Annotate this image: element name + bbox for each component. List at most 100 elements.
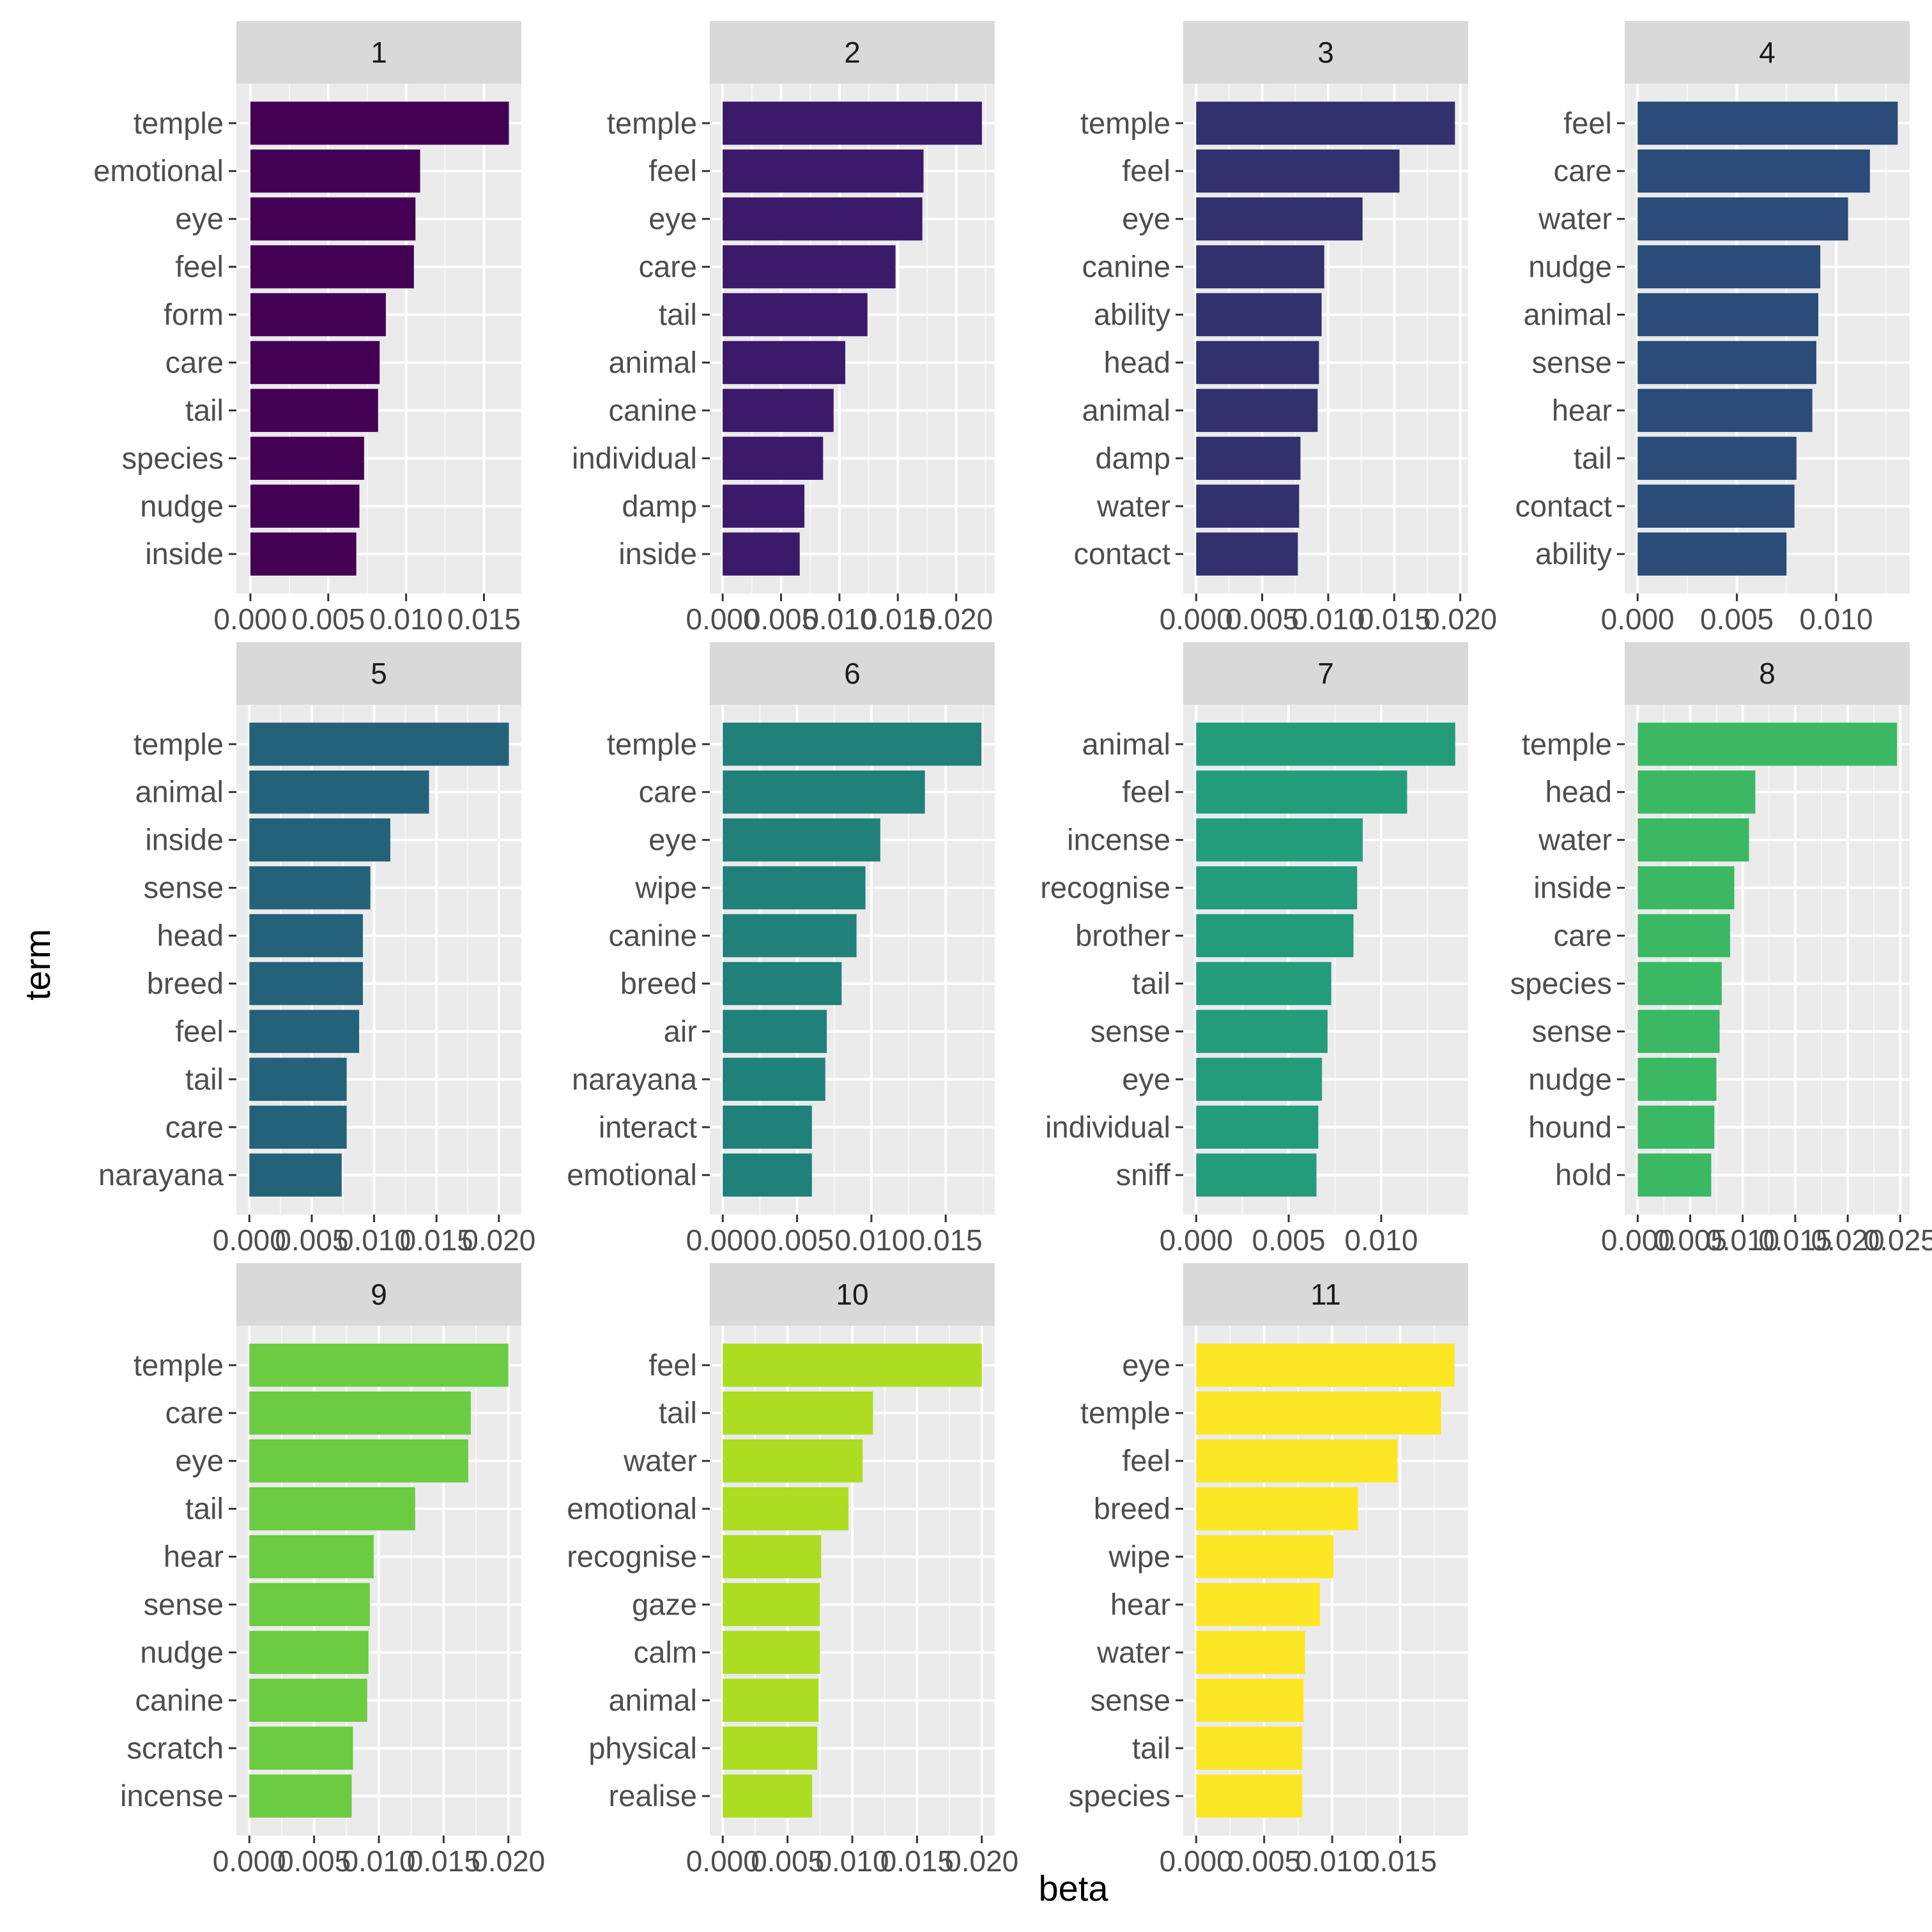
term-label: tail — [185, 1062, 224, 1096]
bar-tail — [250, 388, 378, 433]
facet-strip — [1183, 642, 1468, 705]
x-tick-label: 0.010 — [1799, 602, 1873, 636]
bar-nudge — [1637, 245, 1821, 289]
term-label: scratch — [127, 1731, 224, 1765]
x-tick-label: 0.000 — [1601, 1223, 1675, 1257]
bar-hound — [1637, 1105, 1715, 1149]
facet-panel-7: 7 0.000 0.005 0.010 animal feel incense recogni… — [1040, 642, 1468, 1257]
term-label: narayana — [98, 1158, 224, 1192]
bar-brother — [1196, 914, 1354, 958]
bar-eye — [1196, 197, 1363, 241]
bar-temple — [1196, 102, 1455, 145]
term-label: recognise — [1040, 871, 1170, 905]
term-label: nudge — [1528, 1062, 1612, 1096]
term-label: incense — [1067, 823, 1170, 857]
x-tick-label: 0.015 — [909, 1223, 983, 1257]
term-label: temple — [134, 106, 224, 140]
bar-animal — [249, 770, 429, 814]
x-tick-label: 0.010 — [1706, 1223, 1779, 1257]
term-label: eye — [1122, 202, 1170, 236]
x-tick-label: 0.020 — [919, 602, 993, 636]
bar-care — [249, 1392, 471, 1435]
bar-care — [1637, 150, 1870, 193]
term-label: inside — [145, 537, 224, 571]
term-label: eye — [648, 202, 697, 236]
facet-strip — [710, 1263, 995, 1326]
bar-eye — [723, 197, 923, 241]
bar-temple — [723, 102, 982, 145]
facet-strip — [236, 642, 521, 705]
bar-narayana — [723, 1057, 825, 1101]
x-tick-label: 0.005 — [760, 1223, 834, 1257]
term-label: tail — [659, 1396, 697, 1430]
x-tick-label: 0.000 — [686, 1844, 760, 1878]
x-tick-label: 0.005 — [1252, 1223, 1326, 1257]
term-label: species — [122, 441, 224, 475]
term-label: temple — [1080, 106, 1170, 140]
x-tick-label: 0.025 — [1864, 1223, 1932, 1257]
bar-recognise — [1196, 866, 1358, 910]
bar-emotional — [723, 1487, 848, 1531]
bar-animal — [1637, 293, 1819, 337]
term-label: animal — [1082, 393, 1170, 427]
bar-sense — [1196, 1009, 1328, 1054]
term-label: calm — [634, 1635, 697, 1669]
x-tick-label: 0.020 — [471, 1844, 545, 1878]
term-label: canine — [609, 393, 698, 427]
bar-care — [723, 245, 896, 289]
term-label: water — [1096, 489, 1170, 523]
facet-strip-label: 10 — [836, 1278, 868, 1311]
term-label: care — [1554, 154, 1612, 188]
bar-tail — [249, 1057, 347, 1101]
term-label: nudge — [140, 489, 224, 523]
term-label: animal — [609, 345, 697, 379]
term-label: sense — [1091, 1683, 1170, 1717]
term-label: tail — [659, 298, 697, 332]
bar-care — [1637, 914, 1730, 958]
term-label: canine — [609, 919, 698, 953]
term-label: feel — [1122, 1444, 1170, 1478]
facet-strip — [1183, 1263, 1468, 1326]
bar-nudge — [249, 1630, 369, 1675]
bar-inside — [723, 532, 800, 576]
bar-breed — [1196, 1487, 1358, 1531]
bar-temple — [723, 723, 982, 766]
bar-temple — [249, 723, 509, 766]
bar-wipe — [1196, 1535, 1334, 1579]
bar-tail — [249, 1487, 415, 1531]
term-label: tail — [185, 393, 224, 427]
term-label: wipe — [1108, 1540, 1170, 1574]
term-label: temple — [1080, 1396, 1170, 1430]
term-label: feel — [175, 1014, 224, 1048]
term-label: species — [1069, 1779, 1170, 1813]
bar-breed — [249, 962, 364, 1006]
x-tick-label: 0.020 — [1811, 1223, 1884, 1257]
term-label: feel — [175, 250, 224, 284]
term-label: care — [639, 775, 697, 809]
bar-head — [249, 914, 364, 958]
bar-sense — [1637, 341, 1816, 385]
bar-narayana — [249, 1153, 342, 1197]
term-label: species — [1510, 966, 1612, 1000]
bar-sense — [249, 1583, 370, 1627]
bar-hear — [1637, 388, 1813, 433]
bar-calm — [723, 1630, 820, 1675]
term-label: animal — [1082, 727, 1170, 761]
bar-tail — [723, 1392, 873, 1435]
facet-strip-label: 7 — [1317, 657, 1334, 690]
term-label: hear — [164, 1540, 224, 1574]
bar-care — [723, 770, 925, 814]
bar-feel — [723, 1344, 982, 1387]
facet-strip-label: 9 — [371, 1278, 387, 1311]
bar-sense — [249, 866, 371, 910]
term-label: temple — [1522, 727, 1612, 761]
term-label: water — [1538, 202, 1612, 236]
term-label: individual — [572, 441, 697, 475]
facet-strip — [710, 642, 995, 705]
bar-damp — [723, 484, 805, 528]
bar-animal — [723, 1678, 819, 1722]
x-tick-label: 0.005 — [1700, 602, 1774, 636]
term-label: emotional — [567, 1158, 697, 1192]
